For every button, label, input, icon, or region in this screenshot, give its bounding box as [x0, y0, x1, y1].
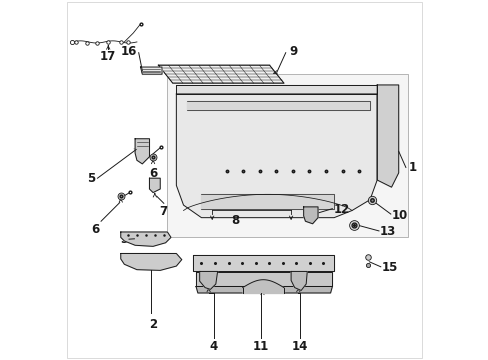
Text: 4: 4 — [209, 339, 218, 352]
Polygon shape — [176, 94, 376, 218]
Polygon shape — [149, 178, 160, 193]
Text: 12: 12 — [333, 203, 349, 216]
Polygon shape — [187, 101, 369, 110]
Polygon shape — [135, 139, 149, 164]
Text: 1: 1 — [408, 161, 416, 174]
Text: 13: 13 — [379, 225, 395, 238]
Text: 9: 9 — [289, 45, 297, 58]
Text: 5: 5 — [87, 172, 96, 185]
Polygon shape — [290, 271, 306, 291]
Text: 17: 17 — [100, 50, 116, 63]
Text: 15: 15 — [381, 261, 397, 274]
Text: 14: 14 — [291, 339, 307, 352]
Bar — [167, 74, 407, 237]
Polygon shape — [196, 287, 332, 293]
Polygon shape — [176, 85, 376, 94]
Polygon shape — [196, 272, 332, 286]
Polygon shape — [121, 232, 171, 246]
Text: 6: 6 — [91, 223, 100, 236]
Polygon shape — [201, 194, 333, 209]
Polygon shape — [376, 85, 398, 187]
Polygon shape — [158, 65, 284, 83]
Polygon shape — [192, 255, 333, 271]
Polygon shape — [199, 271, 217, 289]
Polygon shape — [140, 67, 162, 74]
Text: 8: 8 — [231, 214, 239, 227]
Text: 16: 16 — [121, 45, 137, 58]
Text: 7: 7 — [160, 205, 167, 218]
Text: 3: 3 — [120, 233, 128, 246]
Text: 6: 6 — [149, 167, 157, 180]
Text: 10: 10 — [391, 209, 407, 222]
Polygon shape — [121, 253, 182, 270]
Text: 11: 11 — [252, 339, 268, 352]
Polygon shape — [303, 207, 317, 224]
Text: 2: 2 — [149, 318, 157, 331]
